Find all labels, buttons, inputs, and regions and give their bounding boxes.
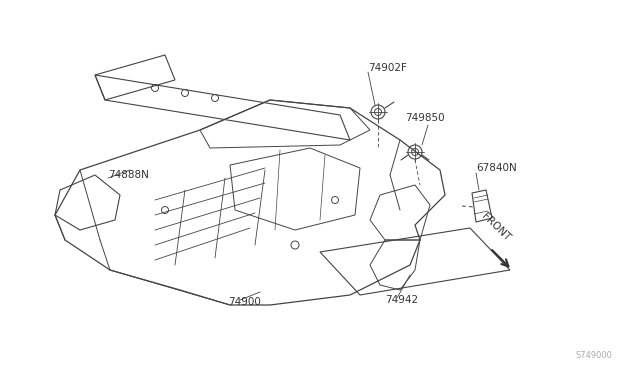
- Text: 74942: 74942: [385, 295, 418, 305]
- Text: S749000: S749000: [575, 351, 612, 360]
- Text: 749850: 749850: [405, 113, 445, 123]
- Text: 74900: 74900: [228, 297, 261, 307]
- Text: 74902F: 74902F: [368, 63, 407, 73]
- Text: 67840N: 67840N: [476, 163, 516, 173]
- Text: FRONT: FRONT: [480, 211, 512, 243]
- Text: 74888N: 74888N: [108, 170, 149, 180]
